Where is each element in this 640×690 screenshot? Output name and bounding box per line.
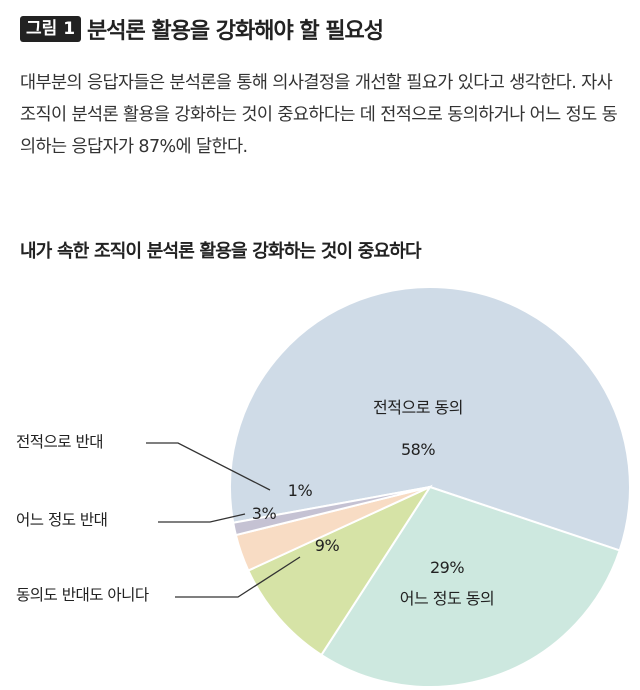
slice-category-label: 전적으로 동의 — [373, 398, 463, 417]
figure-title: 분석론 활용을 강화해야 할 필요성 — [87, 19, 384, 44]
slice-value-label: 3% — [252, 504, 277, 523]
leader-line — [146, 442, 271, 491]
slice-category-label: 동의도 반대도 아니다 — [16, 586, 149, 604]
leader-line — [175, 556, 301, 598]
slice-value-label: 58% — [401, 440, 435, 459]
pie-slice — [319, 485, 621, 688]
slice-category-label: 어느 정도 반대 — [16, 511, 107, 529]
slice-value-label: 29% — [430, 558, 464, 577]
slice-value-label: 9% — [315, 536, 340, 555]
figure-header: 그림 1 분석론 활용을 강화해야 할 필요성 — [20, 13, 384, 45]
leader-line — [158, 513, 246, 523]
pie-slice — [232, 486, 431, 537]
slice-category-label: 전적으로 반대 — [16, 433, 103, 451]
figure-number-badge: 그림 1 — [20, 16, 82, 42]
chart-title: 내가 속한 조직이 분석론 활용을 강화하는 것이 중요하다 — [20, 241, 422, 262]
pie-slice — [246, 484, 433, 657]
slice-category-label: 어느 정도 동의 — [400, 589, 495, 608]
figure-description: 대부분의 응답자들은 분석론을 통해 의사결정을 개선할 필요가 있다고 생각한… — [20, 73, 618, 157]
slice-value-label: 1% — [288, 481, 313, 500]
pie-slice — [228, 286, 631, 552]
